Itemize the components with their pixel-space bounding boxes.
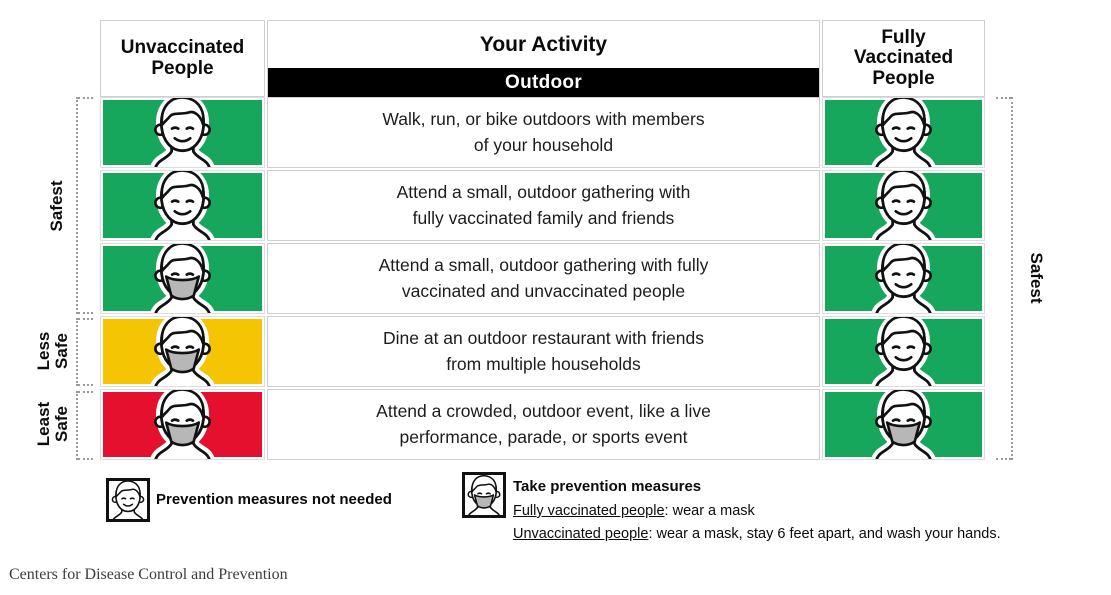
legend-unvaccinated-note: Unvaccinated people: wear a mask, stay 6… [513, 526, 1001, 542]
legend-no-mask-box [106, 478, 150, 522]
legend-no-mask-label: Prevention measures not needed [156, 491, 392, 508]
source-attribution: Centers for Disease Control and Preventi… [9, 566, 288, 583]
table-row: Attend a small, outdoor gathering with f… [100, 170, 985, 241]
bracket-safest-left [76, 97, 93, 314]
vaccinated-risk-cell [822, 170, 985, 241]
header-fully-vaccinated-people: Fully Vaccinated People [822, 20, 985, 97]
legend-vaccinated-note-label: Fully vaccinated people [513, 503, 665, 519]
legend-unvaccinated-note-label: Unvaccinated people [513, 526, 649, 542]
unvaccinated-risk-cell [100, 97, 265, 168]
activity-cell: Attend a crowded, outdoor event, like a … [267, 389, 820, 460]
person-masked-icon [136, 316, 229, 386]
person-icon [857, 243, 950, 313]
activity-text: Dine at an outdoor restaurant with frien… [382, 328, 704, 374]
legend-vaccinated-note: Fully vaccinated people: wear a mask [513, 503, 755, 519]
legend-unvaccinated-note-rest: : wear a mask, stay 6 feet apart, and wa… [648, 526, 1001, 542]
person-icon [857, 170, 950, 240]
activity-cell: Dine at an outdoor restaurant with frien… [267, 316, 820, 387]
unvaccinated-risk-cell [100, 243, 265, 314]
table-row: Attend a crowded, outdoor event, like a … [100, 389, 985, 460]
outdoor-subheader: Outdoor [268, 68, 819, 98]
vaccinated-risk-cell [822, 243, 985, 314]
person-masked-icon [857, 389, 950, 459]
label-safest-left: Safest [47, 180, 67, 232]
person-masked-icon [136, 389, 229, 459]
legend-vaccinated-note-rest: : wear a mask [664, 503, 755, 519]
person-icon [110, 479, 146, 519]
activity-cell: Attend a small, outdoor gathering with f… [267, 170, 820, 241]
person-masked-icon [466, 473, 502, 515]
vaccinated-risk-cell [822, 389, 985, 460]
activity-rows: Walk, run, or bike outdoors with members… [100, 97, 985, 460]
activity-text: Attend a small, outdoor gathering with f… [378, 255, 709, 301]
activity-text: Attend a small, outdoor gathering with f… [396, 182, 691, 228]
person-icon [857, 97, 950, 167]
bracket-safest-right [996, 97, 1013, 460]
activity-text: Walk, run, or bike outdoors with members… [382, 109, 705, 155]
person-icon [857, 316, 950, 386]
person-icon [136, 97, 229, 167]
unvaccinated-risk-cell [100, 389, 265, 460]
legend-take-measures-title: Take prevention measures [513, 478, 702, 495]
person-icon [136, 170, 229, 240]
header-your-activity: Your Activity Outdoor [267, 20, 820, 98]
vaccinated-risk-cell [822, 316, 985, 387]
table-row: Dine at an outdoor restaurant with frien… [100, 316, 985, 387]
activity-cell: Attend a small, outdoor gathering with f… [267, 243, 820, 314]
your-activity-title: Your Activity [479, 32, 608, 56]
vaccinated-risk-cell [822, 97, 985, 168]
bracket-less-safe [76, 318, 93, 386]
table-row: Walk, run, or bike outdoors with members… [100, 97, 985, 168]
table-row: Attend a small, outdoor gathering with f… [100, 243, 985, 314]
unvaccinated-risk-cell [100, 170, 265, 241]
activity-text: Attend a crowded, outdoor event, like a … [376, 401, 711, 447]
bracket-least-safe [76, 391, 93, 460]
person-masked-icon [136, 243, 229, 313]
legend-mask-box [462, 472, 506, 518]
label-less-safe: Less Safe [34, 331, 71, 371]
activity-cell: Walk, run, or bike outdoors with members… [267, 97, 820, 168]
header-unvaccinated-people: Unvaccinated People [100, 20, 265, 97]
label-least-safe: Least Safe [34, 401, 71, 447]
unvaccinated-risk-cell [100, 316, 265, 387]
label-safest-right: Safest [1026, 252, 1046, 304]
